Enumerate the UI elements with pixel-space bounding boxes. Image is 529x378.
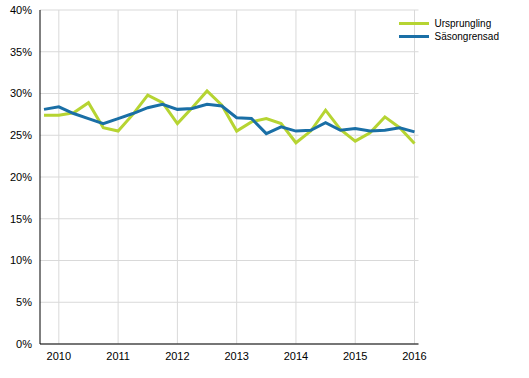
svg-text:40%: 40%: [10, 4, 32, 16]
svg-text:15%: 15%: [10, 213, 32, 225]
svg-text:30%: 30%: [10, 87, 32, 99]
svg-text:2015: 2015: [343, 350, 367, 362]
svg-text:5%: 5%: [16, 296, 32, 308]
svg-text:2012: 2012: [165, 350, 189, 362]
svg-text:2013: 2013: [224, 350, 248, 362]
svg-text:2016: 2016: [402, 350, 426, 362]
svg-text:35%: 35%: [10, 46, 32, 58]
html-text:Ursprungling: Ursprungling: [434, 18, 492, 29]
svg-text:2011: 2011: [106, 350, 130, 362]
svg-text:2010: 2010: [47, 350, 71, 362]
svg-text:20%: 20%: [10, 171, 32, 183]
html-text:Säsongrensad: Säsongrensad: [434, 31, 499, 42]
svg-text:10%: 10%: [10, 254, 32, 266]
svg-text:25%: 25%: [10, 129, 32, 141]
svg-text:0%: 0%: [16, 338, 32, 350]
svg-text:2014: 2014: [284, 350, 308, 362]
